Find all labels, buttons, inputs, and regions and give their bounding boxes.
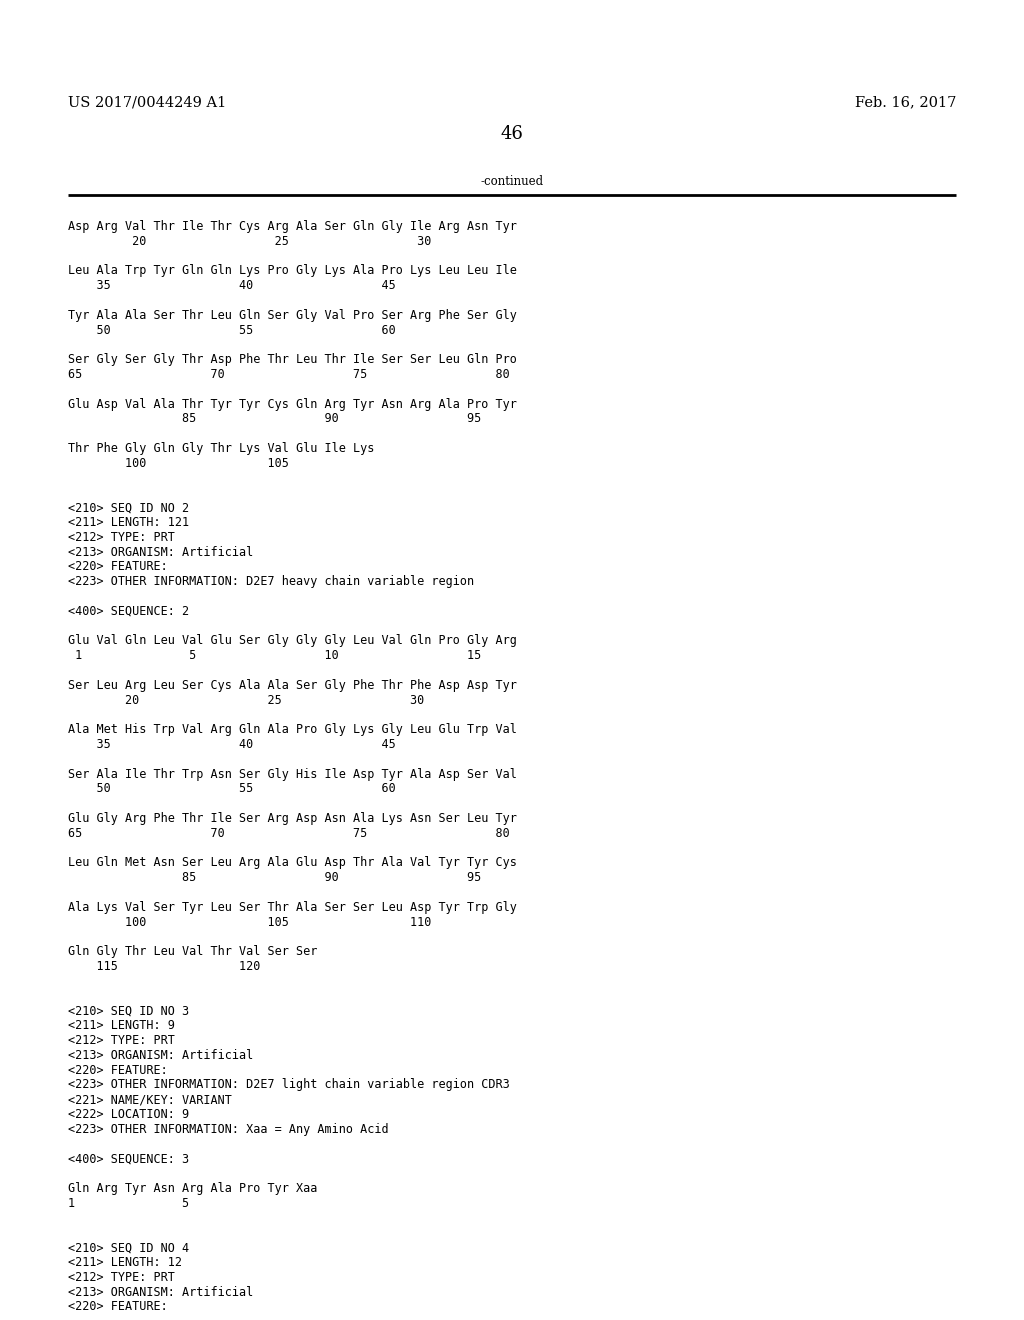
Text: Tyr Ala Ala Ser Thr Leu Gln Ser Gly Val Pro Ser Arg Phe Ser Gly: Tyr Ala Ala Ser Thr Leu Gln Ser Gly Val … bbox=[68, 309, 517, 322]
Text: Ser Gly Ser Gly Thr Asp Phe Thr Leu Thr Ile Ser Ser Leu Gln Pro: Ser Gly Ser Gly Thr Asp Phe Thr Leu Thr … bbox=[68, 354, 517, 366]
Text: Ala Met His Trp Val Arg Gln Ala Pro Gly Lys Gly Leu Glu Trp Val: Ala Met His Trp Val Arg Gln Ala Pro Gly … bbox=[68, 723, 517, 737]
Text: <400> SEQUENCE: 3: <400> SEQUENCE: 3 bbox=[68, 1152, 189, 1166]
Text: 1               5                  10                  15: 1 5 10 15 bbox=[68, 649, 481, 663]
Text: Leu Gln Met Asn Ser Leu Arg Ala Glu Asp Thr Ala Val Tyr Tyr Cys: Leu Gln Met Asn Ser Leu Arg Ala Glu Asp … bbox=[68, 857, 517, 870]
Text: 50                  55                  60: 50 55 60 bbox=[68, 783, 395, 796]
Text: 46: 46 bbox=[501, 125, 523, 143]
Text: Gln Arg Tyr Asn Arg Ala Pro Tyr Xaa: Gln Arg Tyr Asn Arg Ala Pro Tyr Xaa bbox=[68, 1181, 317, 1195]
Text: <213> ORGANISM: Artificial: <213> ORGANISM: Artificial bbox=[68, 1286, 253, 1299]
Text: 65                  70                  75                  80: 65 70 75 80 bbox=[68, 368, 510, 381]
Text: Glu Val Gln Leu Val Glu Ser Gly Gly Gly Leu Val Gln Pro Gly Arg: Glu Val Gln Leu Val Glu Ser Gly Gly Gly … bbox=[68, 635, 517, 647]
Text: <210> SEQ ID NO 3: <210> SEQ ID NO 3 bbox=[68, 1005, 189, 1018]
Text: 100                 105                 110: 100 105 110 bbox=[68, 916, 431, 928]
Text: <211> LENGTH: 9: <211> LENGTH: 9 bbox=[68, 1019, 175, 1032]
Text: -continued: -continued bbox=[480, 176, 544, 187]
Text: Ala Lys Val Ser Tyr Leu Ser Thr Ala Ser Ser Leu Asp Tyr Trp Gly: Ala Lys Val Ser Tyr Leu Ser Thr Ala Ser … bbox=[68, 900, 517, 913]
Text: <212> TYPE: PRT: <212> TYPE: PRT bbox=[68, 531, 175, 544]
Text: 100                 105: 100 105 bbox=[68, 457, 289, 470]
Text: <212> TYPE: PRT: <212> TYPE: PRT bbox=[68, 1271, 175, 1284]
Text: <221> NAME/KEY: VARIANT: <221> NAME/KEY: VARIANT bbox=[68, 1093, 231, 1106]
Text: US 2017/0044249 A1: US 2017/0044249 A1 bbox=[68, 95, 226, 110]
Text: <223> OTHER INFORMATION: D2E7 light chain variable region CDR3: <223> OTHER INFORMATION: D2E7 light chai… bbox=[68, 1078, 510, 1092]
Text: 85                  90                  95: 85 90 95 bbox=[68, 412, 481, 425]
Text: Glu Gly Arg Phe Thr Ile Ser Arg Asp Asn Ala Lys Asn Ser Leu Tyr: Glu Gly Arg Phe Thr Ile Ser Arg Asp Asn … bbox=[68, 812, 517, 825]
Text: Feb. 16, 2017: Feb. 16, 2017 bbox=[855, 95, 956, 110]
Text: <210> SEQ ID NO 2: <210> SEQ ID NO 2 bbox=[68, 502, 189, 515]
Text: <222> LOCATION: 9: <222> LOCATION: 9 bbox=[68, 1107, 189, 1121]
Text: 65                  70                  75                  80: 65 70 75 80 bbox=[68, 826, 510, 840]
Text: 35                  40                  45: 35 40 45 bbox=[68, 738, 395, 751]
Text: 85                  90                  95: 85 90 95 bbox=[68, 871, 481, 884]
Text: 20                  25                  30: 20 25 30 bbox=[68, 693, 424, 706]
Text: <223> OTHER INFORMATION: D2E7 heavy chain variable region: <223> OTHER INFORMATION: D2E7 heavy chai… bbox=[68, 576, 474, 589]
Text: Glu Asp Val Ala Thr Tyr Tyr Cys Gln Arg Tyr Asn Arg Ala Pro Tyr: Glu Asp Val Ala Thr Tyr Tyr Cys Gln Arg … bbox=[68, 397, 517, 411]
Text: 20                  25                  30: 20 25 30 bbox=[68, 235, 431, 248]
Text: <220> FEATURE:: <220> FEATURE: bbox=[68, 561, 168, 573]
Text: 1               5: 1 5 bbox=[68, 1197, 189, 1210]
Text: <212> TYPE: PRT: <212> TYPE: PRT bbox=[68, 1034, 175, 1047]
Text: <213> ORGANISM: Artificial: <213> ORGANISM: Artificial bbox=[68, 1049, 253, 1061]
Text: Gln Gly Thr Leu Val Thr Val Ser Ser: Gln Gly Thr Leu Val Thr Val Ser Ser bbox=[68, 945, 317, 958]
Text: <220> FEATURE:: <220> FEATURE: bbox=[68, 1300, 168, 1313]
Text: <223> OTHER INFORMATION: Xaa = Any Amino Acid: <223> OTHER INFORMATION: Xaa = Any Amino… bbox=[68, 1123, 389, 1135]
Text: <220> FEATURE:: <220> FEATURE: bbox=[68, 1064, 168, 1077]
Text: 50                  55                  60: 50 55 60 bbox=[68, 323, 395, 337]
Text: 35                  40                  45: 35 40 45 bbox=[68, 280, 395, 292]
Text: Asp Arg Val Thr Ile Thr Cys Arg Ala Ser Gln Gly Ile Arg Asn Tyr: Asp Arg Val Thr Ile Thr Cys Arg Ala Ser … bbox=[68, 220, 517, 234]
Text: Thr Phe Gly Gln Gly Thr Lys Val Glu Ile Lys: Thr Phe Gly Gln Gly Thr Lys Val Glu Ile … bbox=[68, 442, 375, 455]
Text: <400> SEQUENCE: 2: <400> SEQUENCE: 2 bbox=[68, 605, 189, 618]
Text: Ser Leu Arg Leu Ser Cys Ala Ala Ser Gly Phe Thr Phe Asp Asp Tyr: Ser Leu Arg Leu Ser Cys Ala Ala Ser Gly … bbox=[68, 678, 517, 692]
Text: <211> LENGTH: 121: <211> LENGTH: 121 bbox=[68, 516, 189, 529]
Text: <211> LENGTH: 12: <211> LENGTH: 12 bbox=[68, 1257, 182, 1269]
Text: 115                 120: 115 120 bbox=[68, 960, 260, 973]
Text: Leu Ala Trp Tyr Gln Gln Lys Pro Gly Lys Ala Pro Lys Leu Leu Ile: Leu Ala Trp Tyr Gln Gln Lys Pro Gly Lys … bbox=[68, 264, 517, 277]
Text: <210> SEQ ID NO 4: <210> SEQ ID NO 4 bbox=[68, 1241, 189, 1254]
Text: <213> ORGANISM: Artificial: <213> ORGANISM: Artificial bbox=[68, 545, 253, 558]
Text: Ser Ala Ile Thr Trp Asn Ser Gly His Ile Asp Tyr Ala Asp Ser Val: Ser Ala Ile Thr Trp Asn Ser Gly His Ile … bbox=[68, 768, 517, 780]
